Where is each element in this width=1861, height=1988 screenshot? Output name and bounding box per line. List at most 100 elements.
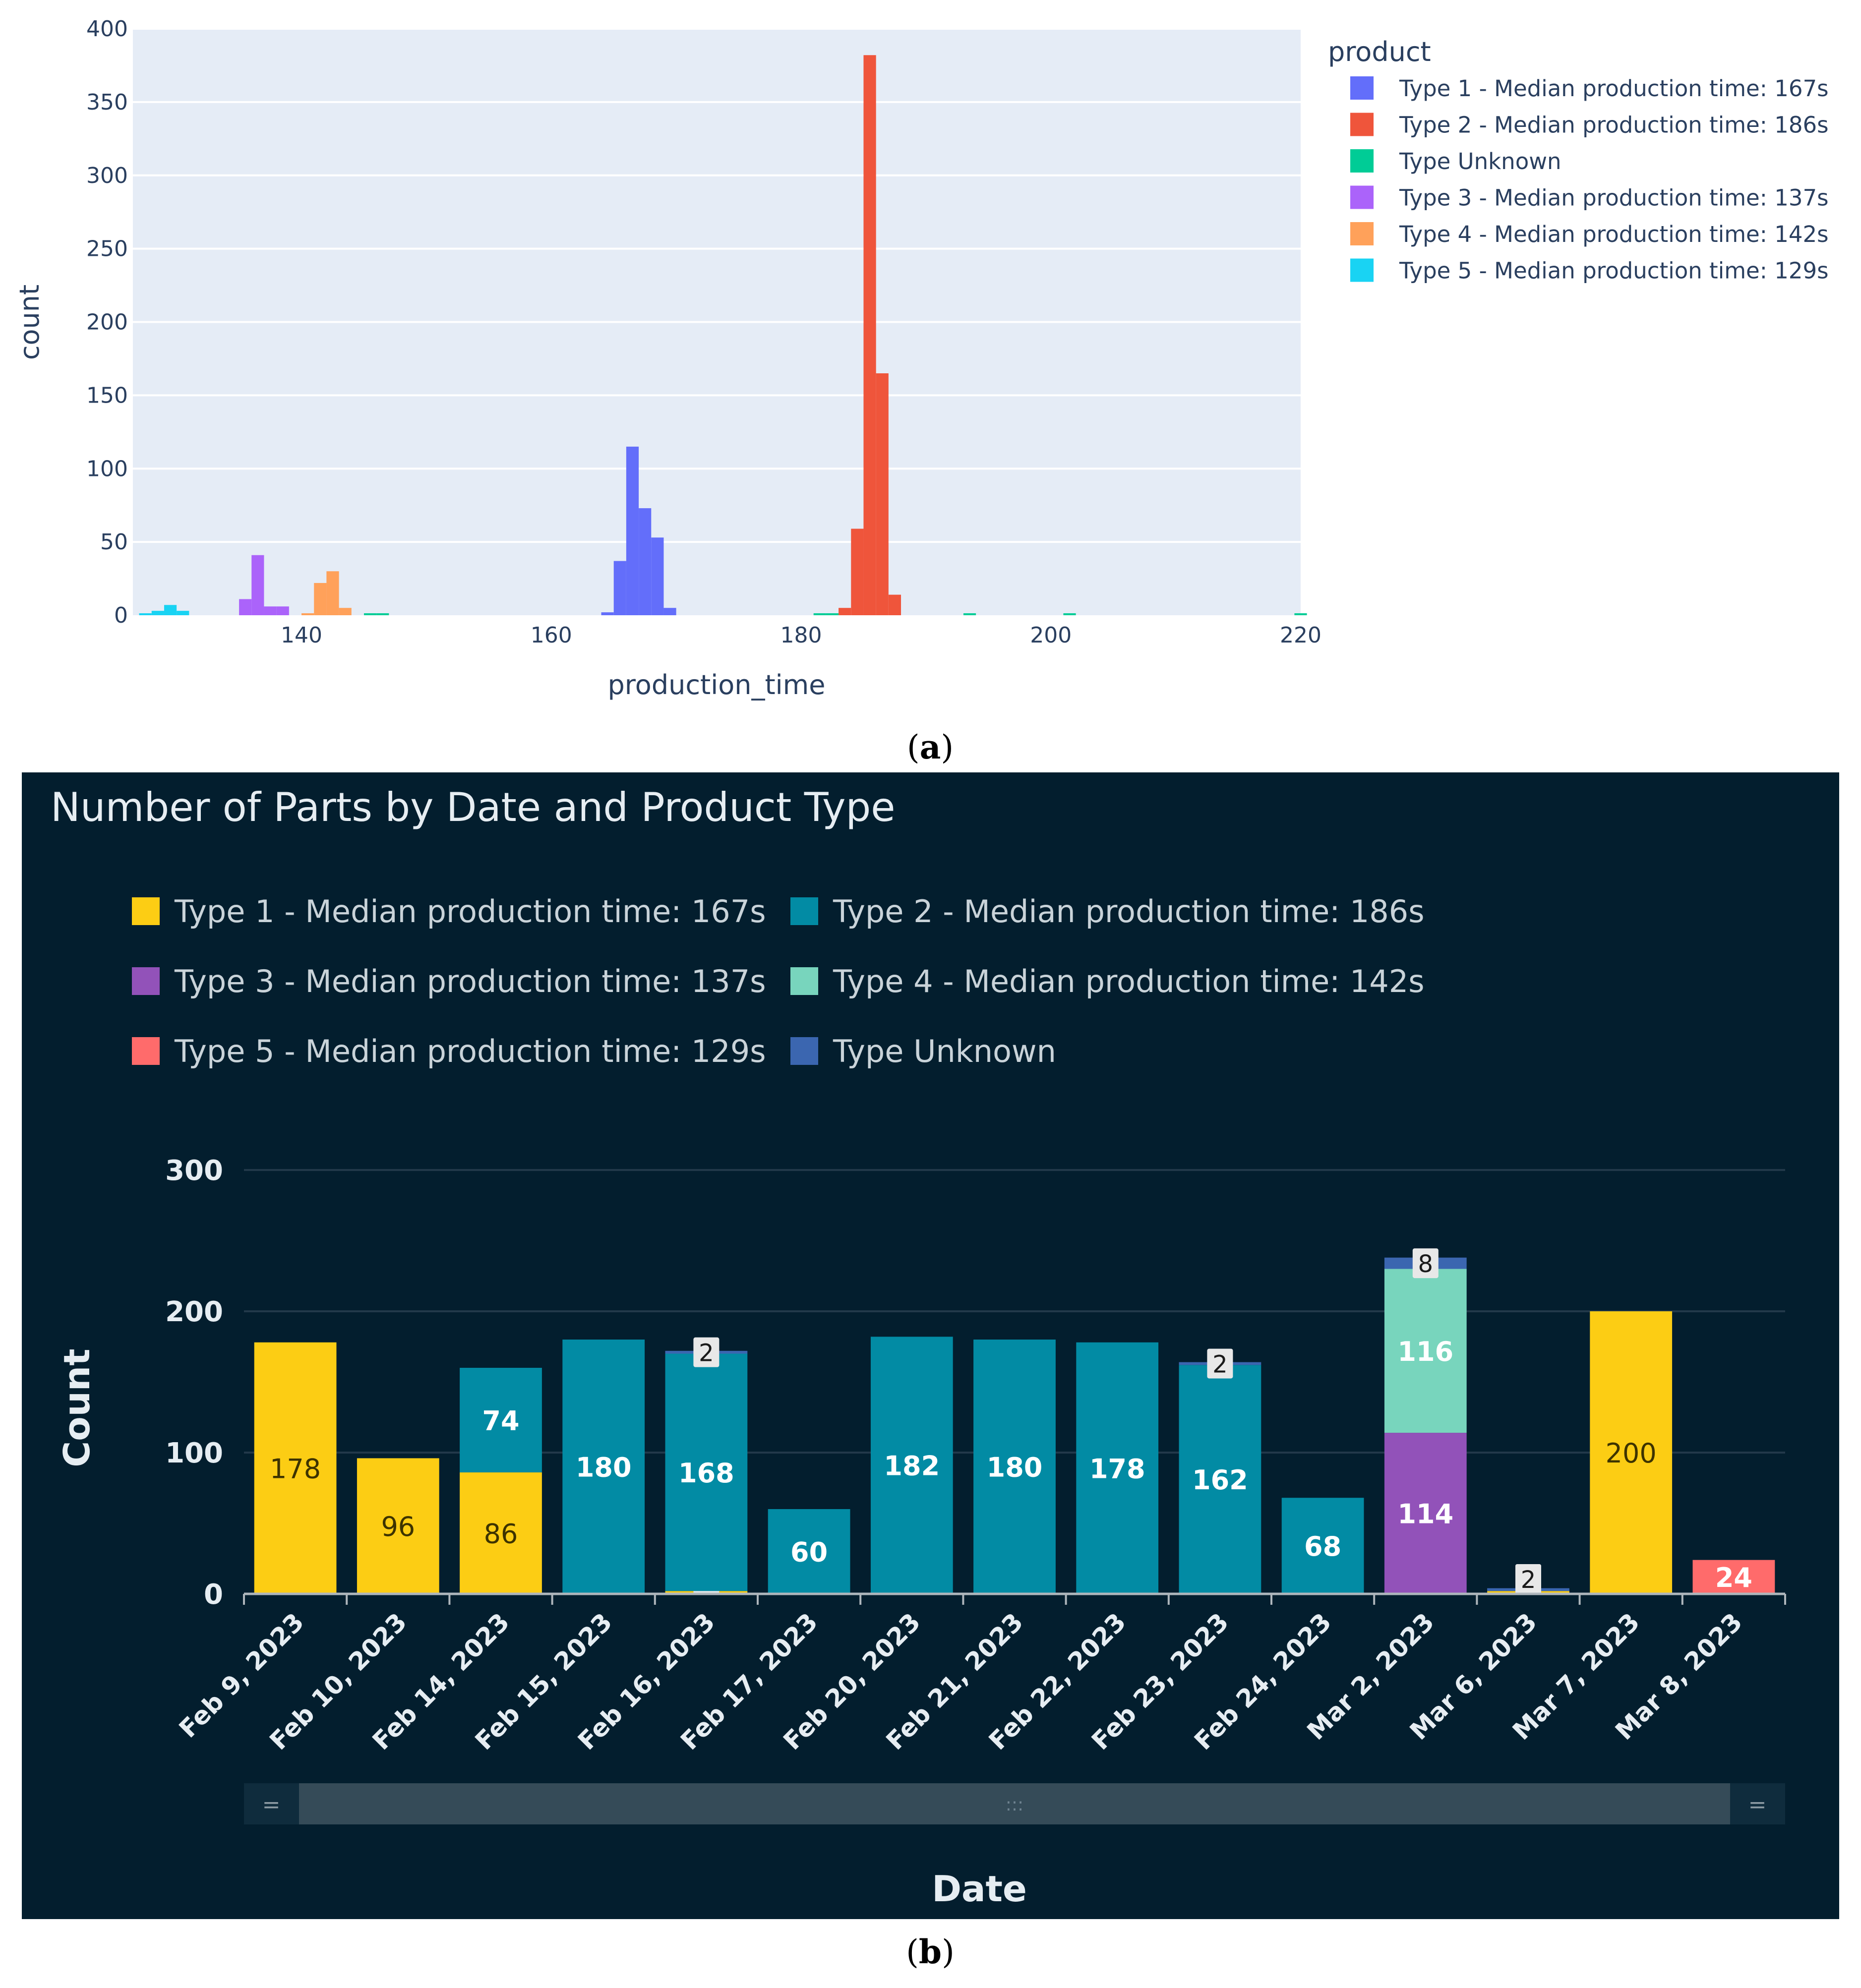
legend-label[interactable]: Type 3 - Median production time: 137s (174, 963, 766, 999)
bar-segment[interactable] (460, 1368, 542, 1472)
bar-stack[interactable]: 86 74 (460, 1368, 542, 1594)
legend-label: Type Unknown (1399, 148, 1561, 175)
bar-segment[interactable] (1179, 1365, 1261, 1594)
x-tick-label: 200 (1030, 623, 1072, 648)
panel-label: (a) (907, 728, 954, 766)
bar-stack[interactable]: 21682 (665, 1337, 748, 1594)
legend-swatch[interactable] (132, 1037, 160, 1065)
legend-label: Type 2 - Median production time: 186s (1399, 112, 1829, 138)
histogram-bar (177, 611, 189, 615)
bar-stack[interactable]: 178 (254, 1342, 337, 1594)
legend-label[interactable]: Type 2 - Median production time: 186s (833, 893, 1425, 930)
bar-segment[interactable] (1076, 1342, 1159, 1594)
data-label: 178 (1089, 1453, 1145, 1484)
histogram-bar (613, 561, 626, 615)
y-tick-labels: 0 100 200 300 (165, 1155, 223, 1611)
legend-swatch[interactable] (132, 967, 160, 995)
legend: Type 1 - Median production time: 167s Typ… (1350, 75, 1829, 284)
bar-segment[interactable] (357, 1458, 439, 1594)
bar-stack[interactable]: 24 (1692, 1560, 1775, 1594)
bar-segment[interactable] (1384, 1269, 1467, 1433)
legend-swatch (1350, 149, 1374, 173)
legend-label[interactable]: Type 4 - Median production time: 142s (833, 963, 1425, 999)
histogram-bar (151, 611, 164, 615)
histogram-bar (276, 606, 289, 615)
bar-segment[interactable] (1590, 1311, 1673, 1594)
x-axis-title: production_time (608, 669, 826, 701)
y-axis-title: count (14, 285, 45, 360)
histogram-bar (839, 608, 851, 615)
data-label: 60 (790, 1537, 828, 1568)
bar-segment[interactable] (1281, 1498, 1364, 1594)
bar-segment[interactable] (768, 1509, 850, 1594)
y-tick-label: 300 (165, 1155, 223, 1187)
y-tick-labels: 0 50 100 150 200 250 300 350 400 (86, 16, 128, 628)
bar-segment[interactable] (1384, 1433, 1467, 1594)
data-label: 74 (482, 1405, 519, 1436)
legend-label: Type 3 - Median production time: 137s (1399, 185, 1829, 211)
bar-stack[interactable]: 60 (768, 1509, 850, 1594)
y-tick-label: 400 (86, 16, 128, 42)
bar-stack[interactable]: 180 (973, 1340, 1056, 1594)
histogram-bar (339, 608, 352, 615)
data-label: 180 (987, 1452, 1043, 1483)
legend-label[interactable]: Type 5 - Median production time: 129s (174, 1033, 766, 1069)
histogram-bar (601, 612, 614, 615)
bar-segment[interactable] (1692, 1560, 1775, 1594)
bar-segment[interactable] (460, 1472, 542, 1594)
histogram-bar (1294, 613, 1307, 615)
histogram-bar (314, 583, 327, 615)
histogram-bar (326, 571, 339, 615)
data-label: 86 (484, 1518, 518, 1549)
histogram-bar (876, 373, 889, 615)
bar-stack[interactable]: 22 (1487, 1564, 1569, 1594)
scrollbar-right-handle[interactable]: = (1748, 1792, 1767, 1817)
bar-stack[interactable]: 200 (1590, 1311, 1673, 1594)
legend-swatch (1350, 185, 1374, 209)
histogram-bar (651, 537, 664, 615)
legend: Type 1 - Median production time: 167s Typ… (132, 893, 1425, 1069)
data-label: 2 (1521, 1566, 1536, 1594)
histogram-bar (663, 608, 676, 615)
panel-label-letter: b (919, 1932, 942, 1971)
legend-label[interactable]: Type 1 - Median production time: 167s (174, 893, 766, 930)
legend-label[interactable]: Type Unknown (833, 1033, 1056, 1069)
histogram-bar (851, 528, 864, 615)
histogram-bar (863, 55, 876, 616)
bar-stack[interactable]: 182 (870, 1337, 953, 1594)
bar-stack[interactable]: 114 116 8 (1384, 1248, 1467, 1594)
chart-title: Number of Parts by Date and Product Type (51, 784, 895, 830)
range-scrollbar[interactable]: = = ::: (244, 1783, 1785, 1824)
legend-swatch[interactable] (790, 1037, 818, 1065)
legend-title: product (1328, 36, 1431, 67)
legend-label: Type 1 - Median production time: 167s (1399, 75, 1829, 102)
data-label-box (1515, 1564, 1541, 1594)
histogram-bar (264, 606, 277, 615)
bar-segment[interactable] (665, 1353, 748, 1591)
legend-swatch[interactable] (790, 897, 818, 925)
y-tick-label: 100 (165, 1437, 223, 1469)
scrollbar-left-handle[interactable]: = (262, 1792, 281, 1817)
bar-segment[interactable] (254, 1342, 337, 1594)
bar-segment[interactable] (870, 1337, 953, 1594)
x-axis-title: Date (932, 1868, 1027, 1910)
scrollbar-grip[interactable]: ::: (1006, 1795, 1023, 1815)
legend-swatch[interactable] (132, 897, 160, 925)
legend-swatch (1350, 258, 1374, 282)
histogram-bars (139, 55, 1307, 616)
bar-stack[interactable]: 178 (1076, 1342, 1159, 1594)
legend-swatch[interactable] (790, 967, 818, 995)
data-label: 180 (576, 1452, 632, 1483)
bar-segment[interactable] (562, 1340, 645, 1594)
data-label: 116 (1397, 1336, 1453, 1367)
bar-segment[interactable] (973, 1340, 1056, 1594)
legend-swatch (1350, 113, 1374, 136)
y-gridlines (133, 28, 1301, 543)
data-label-box (1412, 1248, 1439, 1279)
bar-stack[interactable]: 68 (1281, 1498, 1364, 1594)
scrollbar-thumb[interactable] (299, 1783, 1730, 1824)
bar-stack[interactable]: 96 (357, 1458, 439, 1594)
bar-stack[interactable]: 180 (562, 1340, 645, 1594)
histogram-bar (639, 508, 652, 615)
